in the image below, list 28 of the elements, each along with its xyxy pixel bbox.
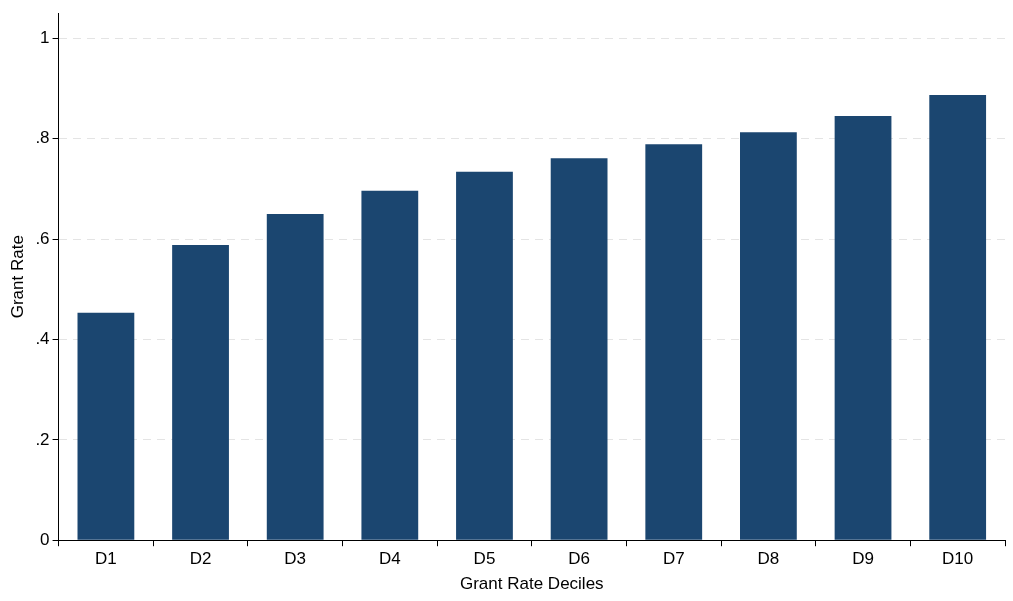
bar (361, 190, 419, 540)
x-tick-label: D5 (473, 549, 496, 569)
bar (740, 132, 797, 540)
y-tick-label: .2 (35, 429, 50, 449)
bar (645, 144, 703, 540)
bar (77, 312, 135, 540)
y-tick-label: .8 (35, 128, 50, 148)
x-tick-label: D9 (852, 549, 874, 569)
x-tick-label: D3 (284, 549, 307, 569)
x-tick-label: D4 (378, 549, 401, 569)
x-tick-label: D1 (95, 549, 117, 569)
bar (172, 245, 229, 540)
y-tick-label: 1 (40, 27, 50, 47)
bar (550, 158, 608, 540)
bar (266, 213, 324, 540)
y-tick-label: .4 (35, 329, 50, 349)
x-tick-label: D10 (942, 549, 974, 569)
x-axis-title: Grant Rate Deciles (459, 574, 604, 594)
bar (929, 95, 987, 540)
bar (834, 116, 892, 540)
x-tick-label: D7 (662, 549, 685, 569)
y-tick-label: .6 (35, 228, 50, 248)
bar (456, 171, 513, 540)
x-tick-label: D6 (568, 549, 590, 569)
x-tick-label: D8 (757, 549, 780, 569)
y-tick-label: 0 (40, 529, 50, 549)
y-axis-title: Grant Rate (7, 235, 27, 319)
x-tick-label: D2 (189, 549, 212, 569)
